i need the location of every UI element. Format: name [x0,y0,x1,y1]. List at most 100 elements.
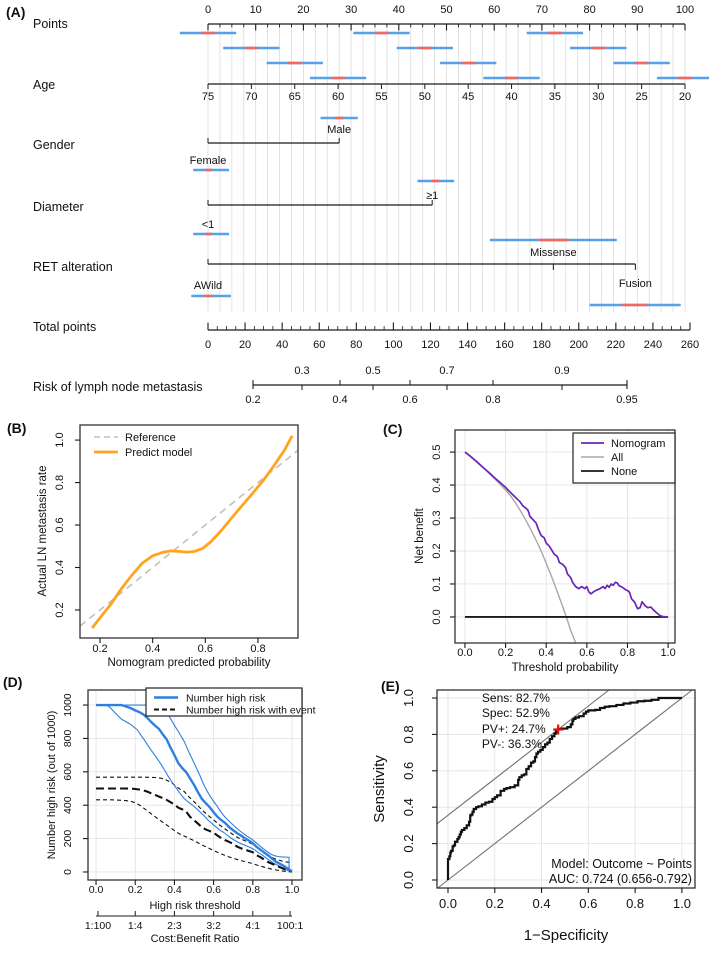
cost-benefit-tick-label: 3:2 [206,920,221,932]
row-label-diameter: Diameter [33,200,84,214]
x-tick-label: 1.0 [660,647,675,659]
total-tick-label: 220 [607,339,625,351]
panel-e: 0.0 0.2 0.4 0.6 0.8 1.0 0.0 0.2 0.4 0.6 0.8 1.0 1−Sp… [371,678,696,944]
y-tick-label: 0.2 [431,543,443,558]
x-tick-label: 0.6 [579,896,597,911]
legend: Nomogram All None [572,432,676,484]
y-tick-label: 1.0 [401,689,416,707]
ret-option-label: Missense [530,247,576,259]
annotation: PV-: 36.3% [482,737,542,751]
row-label-gender: Gender [33,138,75,152]
total-tick-label: 80 [350,339,362,351]
y-tick-label: 0.1 [431,576,443,591]
legend-label: Predict model [125,447,192,459]
risk-tick-label: 0.95 [616,394,637,406]
total-tick-label: 240 [644,339,662,351]
y-axis-title: Actual LN metastasis rate [37,465,49,596]
cost-benefit-tick-label: 2:3 [167,920,182,932]
panel-tag: (D) [3,674,22,690]
y-tick-label: 0.6 [54,517,66,532]
y-tick-label: 0.0 [401,871,416,889]
series-group [79,435,299,629]
row-label-total: Total points [33,320,96,334]
x-tick-label: 0.4 [533,896,551,911]
x-axis-title: Nomogram predicted probability [108,657,271,669]
cost-benefit-tick-label: 1:100 [85,920,111,932]
points-tick-label: 60 [488,4,500,16]
plot-box [436,689,696,889]
total-tick-label: 100 [384,339,402,351]
x-tick-label: 0.8 [246,884,261,896]
panel-tag: (C) [383,421,402,437]
x-axis-title: High risk threshold [149,900,240,912]
y-tick-label: 600 [62,763,74,781]
points-tick-label: 40 [393,4,405,16]
age-tick-label: 45 [462,91,474,103]
series-best-threshold-line [436,689,610,825]
gender-option-label: Male [327,124,351,136]
risk-tick-label: 0.6 [402,394,417,406]
annotation: AUC: 0.724 (0.656-0.792) [549,872,692,886]
x-tick-label: 1.0 [673,896,691,911]
points-tick-label: 10 [250,4,262,16]
y-tick-label: 0 [62,869,74,875]
legend-label: Nomogram [611,438,665,450]
ret-option-label: AWild [194,280,222,292]
points-tick-label: 20 [297,4,309,16]
total-tick-label: 40 [276,339,288,351]
x-tick-label: 0.8 [250,643,265,655]
panel-d: 0.0 0.2 0.4 0.6 0.8 1.0 0 200 400 600 800 1000 High … [3,674,316,945]
points-tick-label: 0 [205,4,211,16]
x-tick-label: 0.6 [206,884,221,896]
risk-tick-label: 0.5 [365,365,380,377]
row-label-points: Points [33,17,68,31]
y-axis-title: Sensitivity [371,755,388,823]
y-tick-label: 0.2 [401,835,416,853]
x-tick-label: 0.4 [539,647,554,659]
age-tick-label: 50 [419,91,431,103]
legend-label: None [611,466,637,478]
legend-label: Number high risk with event [186,705,316,717]
age-tick-label: 20 [679,91,691,103]
total-tick-label: 120 [421,339,439,351]
total-tick-label: 180 [533,339,551,351]
panel-b: 0.2 0.4 0.6 0.8 0.2 0.4 0.6 0.8 1.0 Nomogram pred… [7,420,299,669]
x-axis-title: 1−Specificity [524,927,609,944]
annotation: PV+: 24.7% [482,722,546,736]
series-high-risk-upper-ci [96,704,293,872]
cost-benefit-tick-label: 4:1 [246,920,261,932]
risk-tick-label: 0.3 [294,365,309,377]
age-tick-label: 25 [636,91,648,103]
x-tick-label: 1.0 [285,884,300,896]
cost-benefit-tick-label: 1:4 [128,920,143,932]
y-axis-title: Number high risk (out of 1000) [46,711,58,860]
series-event-upper-ci [96,776,293,872]
x-tick-label: 0.2 [498,647,513,659]
diameter-option-label: <1 [202,219,215,231]
y-tick-label: 0.2 [54,602,66,617]
series-nomogram [464,451,669,618]
panel-a-tag: (A) [6,4,25,20]
row-label-ret: RET alteration [33,260,113,274]
points-tick-label: 100 [676,4,694,16]
annotation: Sens: 82.7% [482,691,550,705]
total-tick-label: 60 [313,339,325,351]
series-chance-line [437,689,693,889]
y-tick-label: 0.4 [54,560,66,575]
series-event-lower-ci [96,799,293,873]
x-axis-title: Threshold probability [512,662,619,674]
x-tick-label: 0.4 [167,884,182,896]
risk-tick-label: 0.2 [245,394,260,406]
y-tick-label: 0.4 [431,477,443,492]
plot-box [454,429,676,644]
y-tick-label: 0.4 [401,798,416,816]
total-tick-label: 200 [570,339,588,351]
cost-benefit-axis-title: Cost:Benefit Ratio [151,933,240,945]
points-tick-label: 90 [631,4,643,16]
x-tick-label: 0.0 [457,647,472,659]
series-group [96,703,293,873]
series-high-risk-lower-ci [96,704,293,873]
